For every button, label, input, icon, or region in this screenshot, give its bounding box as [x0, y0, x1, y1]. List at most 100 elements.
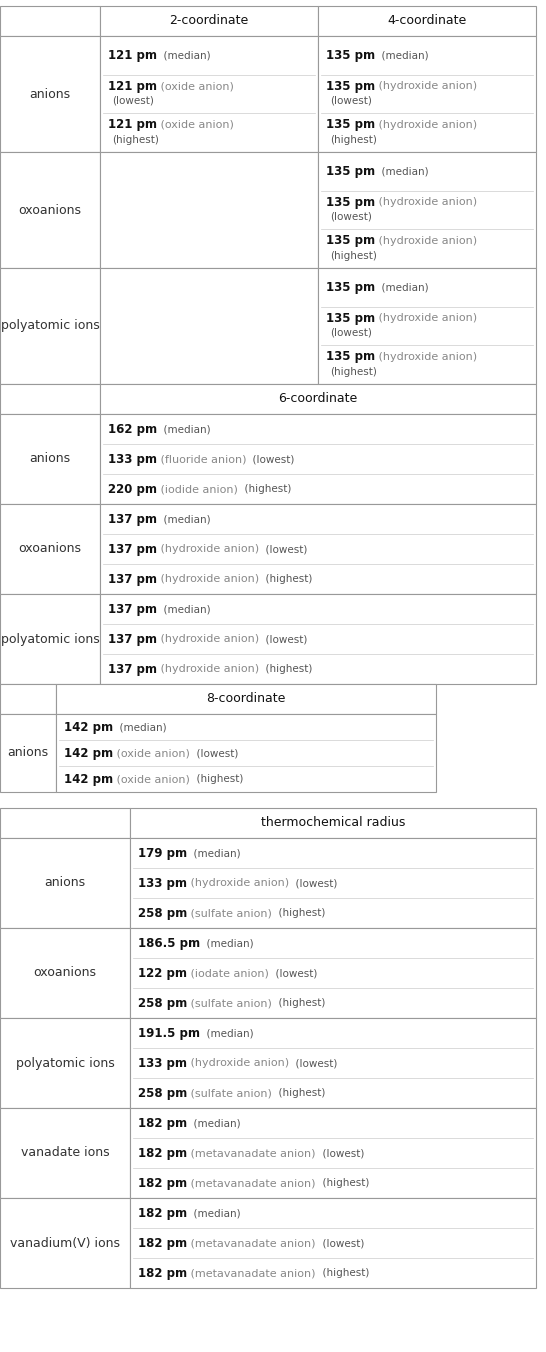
Bar — [0, 151, 100, 268]
Text: 4-coordinate: 4-coordinate — [387, 15, 467, 27]
Text: 6-coordinate: 6-coordinate — [278, 392, 358, 406]
Bar — [130, 808, 536, 838]
Text: (highest): (highest) — [330, 366, 377, 377]
Text: (lowest): (lowest) — [330, 96, 372, 105]
Bar — [318, 151, 536, 268]
Text: 137 pm: 137 pm — [108, 572, 157, 585]
Text: (lowest): (lowest) — [316, 1238, 364, 1248]
Text: (sulfate anion): (sulfate anion) — [187, 1088, 272, 1098]
Text: (highest): (highest) — [272, 998, 325, 1009]
Text: (highest): (highest) — [112, 135, 159, 145]
Text: vanadate ions: vanadate ions — [21, 1146, 109, 1160]
Text: (oxide anion): (oxide anion) — [113, 773, 190, 784]
Text: 179 pm: 179 pm — [138, 846, 187, 860]
Text: (median): (median) — [157, 50, 211, 61]
Text: (hydroxide anion): (hydroxide anion) — [157, 544, 259, 554]
Text: 137 pm: 137 pm — [108, 512, 157, 526]
Bar — [0, 1109, 130, 1198]
Text: (highest): (highest) — [259, 575, 312, 584]
Text: (highest): (highest) — [330, 135, 377, 145]
Text: (iodide anion): (iodide anion) — [157, 484, 238, 493]
Text: (highest): (highest) — [259, 664, 312, 675]
Text: thermochemical radius: thermochemical radius — [261, 817, 405, 830]
Text: (hydroxide anion): (hydroxide anion) — [375, 352, 477, 362]
Text: 142 pm: 142 pm — [64, 746, 113, 760]
Text: 182 pm: 182 pm — [138, 1237, 187, 1249]
Bar — [56, 714, 436, 792]
Text: 135 pm: 135 pm — [326, 196, 375, 208]
Text: (hydroxide anion): (hydroxide anion) — [187, 877, 289, 888]
Text: (hydroxide anion): (hydroxide anion) — [157, 634, 259, 644]
Text: (highest): (highest) — [190, 773, 244, 784]
Bar — [100, 151, 318, 268]
Text: (oxide anion): (oxide anion) — [157, 81, 234, 92]
Bar — [0, 1198, 130, 1288]
Text: anions: anions — [44, 876, 86, 890]
Bar — [100, 384, 536, 414]
Text: anions: anions — [29, 88, 70, 100]
Bar — [0, 414, 100, 504]
Text: (hydroxide anion): (hydroxide anion) — [157, 575, 259, 584]
Text: 133 pm: 133 pm — [138, 1056, 187, 1069]
Text: (lowest): (lowest) — [259, 634, 307, 644]
Bar — [0, 384, 100, 414]
Text: 135 pm: 135 pm — [326, 281, 375, 293]
Text: (hydroxide anion): (hydroxide anion) — [375, 197, 477, 207]
Text: oxoanions: oxoanions — [19, 542, 81, 556]
Text: 191.5 pm: 191.5 pm — [138, 1026, 200, 1040]
Bar — [130, 927, 536, 1018]
Text: 8-coordinate: 8-coordinate — [206, 692, 286, 706]
Text: (highest): (highest) — [272, 1088, 325, 1098]
Text: (median): (median) — [187, 1207, 241, 1218]
Text: (median): (median) — [200, 1028, 254, 1038]
Bar — [318, 37, 536, 151]
Bar — [100, 37, 318, 151]
Text: (lowest): (lowest) — [246, 454, 295, 464]
Text: anions: anions — [8, 746, 49, 760]
Text: (highest): (highest) — [272, 909, 325, 918]
Bar — [130, 838, 536, 927]
Bar — [0, 268, 100, 384]
Text: (median): (median) — [113, 722, 167, 731]
Text: (lowest): (lowest) — [289, 1059, 337, 1068]
Text: 121 pm: 121 pm — [108, 49, 157, 62]
Bar — [0, 838, 130, 927]
Text: 135 pm: 135 pm — [326, 49, 375, 62]
Bar — [318, 5, 536, 37]
Text: 2-coordinate: 2-coordinate — [169, 15, 248, 27]
Bar — [0, 37, 100, 151]
Bar — [0, 5, 100, 37]
Text: (metavanadate anion): (metavanadate anion) — [187, 1148, 316, 1159]
Bar — [100, 414, 536, 504]
Text: 142 pm: 142 pm — [64, 772, 113, 786]
Text: (highest): (highest) — [330, 250, 377, 261]
Text: polyatomic ions: polyatomic ions — [16, 1056, 114, 1069]
Bar — [318, 268, 536, 384]
Text: (oxide anion): (oxide anion) — [157, 120, 234, 130]
Text: (lowest): (lowest) — [316, 1148, 364, 1159]
Text: (sulfate anion): (sulfate anion) — [187, 909, 272, 918]
Text: 133 pm: 133 pm — [108, 453, 157, 465]
Bar — [0, 684, 56, 714]
Text: (hydroxide anion): (hydroxide anion) — [375, 237, 477, 246]
Text: (median): (median) — [375, 166, 429, 176]
Bar — [100, 594, 536, 684]
Text: 135 pm: 135 pm — [326, 350, 375, 364]
Bar — [0, 594, 100, 684]
Bar — [0, 808, 130, 838]
Text: (sulfate anion): (sulfate anion) — [187, 998, 272, 1009]
Text: (highest): (highest) — [316, 1268, 369, 1278]
Text: 182 pm: 182 pm — [138, 1267, 187, 1279]
Text: oxoanions: oxoanions — [19, 204, 81, 216]
Text: (lowest): (lowest) — [259, 544, 307, 554]
Text: 258 pm: 258 pm — [138, 996, 187, 1010]
Text: (hydroxide anion): (hydroxide anion) — [375, 120, 477, 130]
Bar — [100, 504, 536, 594]
Bar — [130, 1018, 536, 1109]
Bar — [100, 5, 318, 37]
Text: (oxide anion): (oxide anion) — [113, 748, 190, 758]
Text: (lowest): (lowest) — [330, 329, 372, 338]
Text: (median): (median) — [375, 283, 429, 292]
Text: (median): (median) — [187, 1118, 241, 1128]
Bar — [130, 1109, 536, 1198]
